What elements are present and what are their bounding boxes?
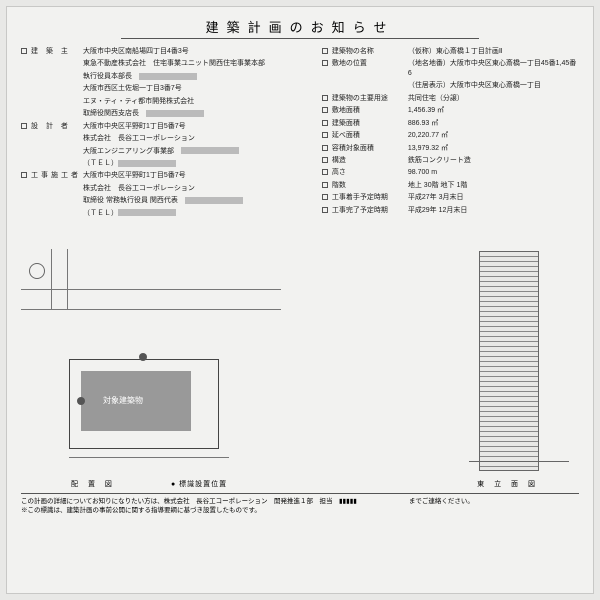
title: 建築計画のお知らせ — [121, 17, 479, 39]
right-value: 平成27年 3月末日 — [404, 193, 579, 202]
left-value: 執行役員本部長 — [83, 72, 304, 81]
left-value: 東急不動産株式会社 住宅事業ユニット関西住宅事業本部 — [83, 59, 304, 68]
left-value: 大阪市西区土佐堀一丁目3番7号 — [83, 84, 304, 93]
right-value: （仮称）東心斎橋１丁目計画Ⅱ — [404, 47, 579, 56]
right-value: 1,456.39 ㎡ — [404, 106, 579, 115]
target-building-label: 対象建築物 — [103, 395, 143, 406]
site-plan: 対象建築物 配 置 図 ● 標識設置位置 — [21, 249, 304, 489]
left-value: 大阪市中央区平野町1丁目5番7号 — [83, 171, 304, 180]
right-value: 共同住宅（分譲） — [404, 94, 579, 103]
footer-line-2: ※この標識は、建築計画の事前公開に関する指導要綱に基づき設置したものです。 — [21, 506, 579, 515]
left-value: 大阪市中央区南船場四丁目4番3号 — [83, 47, 304, 56]
figures: 対象建築物 配 置 図 ● 標識設置位置 東 立 面 図 — [21, 229, 579, 489]
marker-caption: ● 標識設置位置 — [171, 479, 227, 489]
footer-line-1: この計画の詳細についてお知りになりたい方は、株式会社 長谷工コーポレーション 開… — [21, 497, 579, 506]
right-value: 98.700 m — [404, 168, 579, 177]
left-value: 株式会社 長谷工コーポレーション — [83, 134, 304, 143]
tower — [469, 241, 549, 471]
right-value: 13,979.32 ㎡ — [404, 144, 579, 153]
left-value: 取締役関西支店長 — [83, 109, 304, 118]
right-value: 20,220.77 ㎡ — [404, 131, 579, 140]
left-value: 株式会社 長谷工コーポレーション — [83, 184, 304, 193]
right-value: 886.93 ㎡ — [404, 119, 579, 128]
left-value: 大阪市中央区平野町1丁目5番7号 — [83, 122, 304, 131]
right-value: 平成29年 12月末日 — [404, 206, 579, 215]
plan-caption: 配 置 図 — [71, 479, 116, 489]
right-value: （住居表示）大阪市中央区東心斎橋一丁目 — [404, 81, 579, 90]
left-value: （ＴＥＬ） — [83, 159, 304, 168]
left-value: 取締役 常務執行役員 関西代表 — [83, 196, 304, 205]
right-value: 地上 30階 地下 1階 — [404, 181, 579, 190]
elevation: 東 立 面 図 — [324, 229, 579, 489]
left-value: 大阪エンジニアリング事業部 — [83, 147, 304, 156]
right-value: 鉄筋コンクリート造 — [404, 156, 579, 165]
left-column: 建 築 主大阪市中央区南船場四丁目4番3号東急不動産株式会社 住宅事業ユニット関… — [21, 47, 304, 221]
left-value: （ＴＥＬ） — [83, 209, 304, 218]
right-value: （地名地番）大阪市中央区東心斎橋一丁目45番1,45番6 — [404, 59, 579, 78]
notice-sign: 建築計画のお知らせ 建 築 主大阪市中央区南船場四丁目4番3号東急不動産株式会社… — [6, 6, 594, 594]
columns: 建 築 主大阪市中央区南船場四丁目4番3号東急不動産株式会社 住宅事業ユニット関… — [21, 47, 579, 221]
elevation-caption: 東 立 面 図 — [477, 479, 539, 489]
footer: この計画の詳細についてお知りになりたい方は、株式会社 長谷工コーポレーション 開… — [21, 493, 579, 515]
right-column: 建築物の名称（仮称）東心斎橋１丁目計画Ⅱ敷地の位置（地名地番）大阪市中央区東心斎… — [322, 47, 579, 221]
left-value: エヌ・ティ・ティ都市開発株式会社 — [83, 97, 304, 106]
